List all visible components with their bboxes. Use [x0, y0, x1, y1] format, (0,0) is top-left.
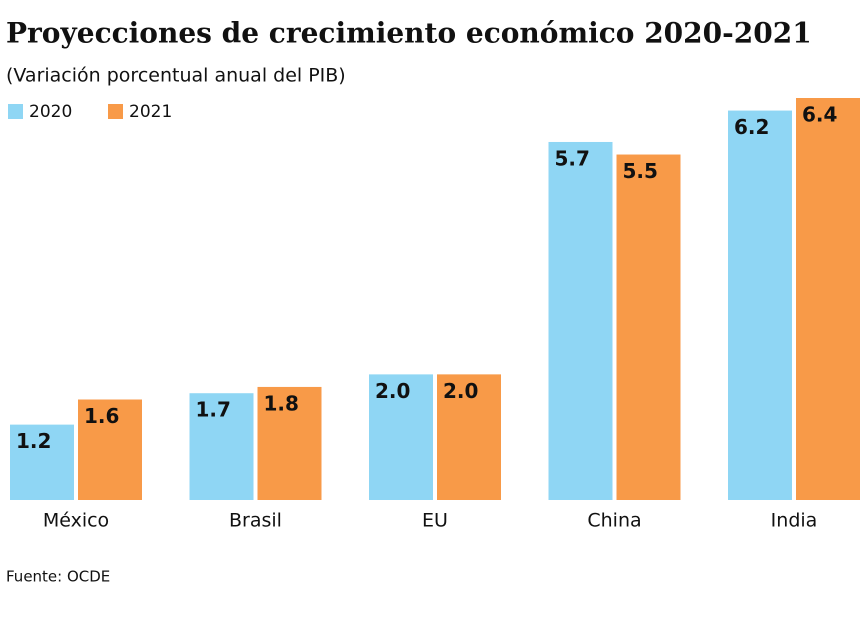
x-tick-label: EU — [422, 510, 448, 532]
source: Fuente: OCDE — [6, 568, 110, 586]
bar — [437, 374, 501, 500]
value-label: 6.2 — [734, 115, 769, 139]
x-tick-label: Brasil — [229, 510, 282, 532]
x-tick-label: India — [771, 510, 818, 532]
bar — [189, 393, 254, 500]
value-label: 1.8 — [264, 391, 299, 415]
bar — [796, 98, 860, 500]
value-label: 1.7 — [196, 398, 231, 422]
legend-label: 2021 — [129, 102, 172, 122]
x-tick-label: México — [43, 510, 109, 532]
value-label: 1.2 — [16, 429, 51, 453]
value-label: 1.6 — [84, 404, 119, 428]
bar — [10, 424, 74, 500]
value-label: 6.4 — [802, 103, 837, 127]
value-label: 5.5 — [623, 159, 658, 183]
bar — [78, 399, 142, 500]
x-tick-label: China — [587, 510, 641, 532]
value-label: 2.0 — [375, 379, 410, 403]
bar — [257, 386, 322, 500]
bar — [369, 374, 433, 500]
legend-swatch — [108, 104, 123, 119]
bar — [728, 110, 792, 500]
value-label: 5.7 — [555, 146, 590, 170]
value-label: 2.0 — [443, 379, 478, 403]
legend-swatch — [8, 104, 23, 119]
chart-title: Proyecciones de crecimiento económico 20… — [6, 17, 812, 50]
bar — [616, 154, 681, 500]
chart-subtitle: (Variación porcentual anual del PIB) — [6, 65, 346, 87]
legend-label: 2020 — [29, 102, 72, 122]
bar — [548, 141, 613, 500]
